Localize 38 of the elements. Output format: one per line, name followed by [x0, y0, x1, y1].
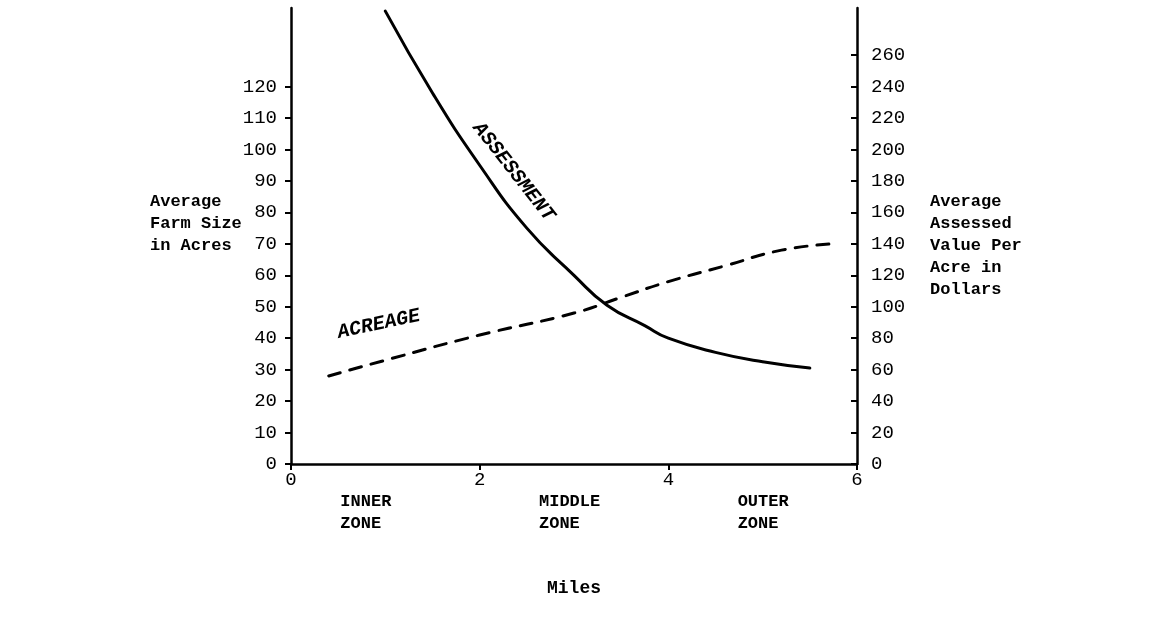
x-tick-label: 2 — [473, 468, 486, 491]
x-tick-label: 0 — [285, 468, 297, 491]
y2-tick-label: 120 — [871, 264, 906, 287]
y-tick-label: 30 — [254, 358, 277, 381]
y2-tick-label: 220 — [871, 107, 906, 130]
y-tick-label: 70 — [254, 232, 277, 255]
y-tick-label: 20 — [254, 390, 277, 413]
y-tick-label: 50 — [254, 295, 277, 318]
x-axis-title: Miles — [546, 578, 602, 598]
x-tick-label: 4 — [662, 468, 675, 491]
y2-axis-title: Average Assessed Value Per Acre in Dollars — [930, 191, 1022, 299]
y2-tick-label: 260 — [871, 44, 906, 67]
y-tick-label: 110 — [242, 107, 277, 130]
text: MIDDLE ZONE — [539, 491, 601, 533]
y2-tick-label: 240 — [871, 75, 906, 98]
y2-tick-label: 100 — [871, 295, 906, 318]
text: OUTER ZONE — [737, 491, 790, 533]
y2-tick-label: 180 — [871, 169, 906, 192]
y2-tick-label: 40 — [871, 390, 894, 413]
y-tick-label: 80 — [254, 201, 277, 224]
y2-tick-label: 80 — [871, 327, 894, 350]
y-tick-label: 60 — [254, 264, 277, 287]
y2-tick-label: 200 — [871, 138, 906, 161]
y-tick-label: 0 — [265, 453, 277, 475]
text: INNER ZONE — [340, 491, 393, 533]
y2-tick-label: 20 — [871, 421, 894, 444]
y-tick-label: 120 — [242, 75, 277, 98]
y2-tick-label: 60 — [871, 358, 894, 381]
y-tick-label: 40 — [254, 327, 277, 350]
x-tick-label: 6 — [851, 468, 863, 491]
y-tick-label: 10 — [254, 421, 277, 444]
y2-tick-label: 160 — [871, 201, 906, 224]
y-tick-label: 100 — [242, 138, 277, 161]
text: ACREAGE — [333, 303, 424, 345]
y-axis-title: Average Farm Size in Acres — [150, 191, 242, 255]
y-tick-label: 90 — [254, 169, 277, 192]
y2-tick-label: 140 — [871, 232, 906, 255]
y2-tick-label: 0 — [871, 453, 883, 475]
